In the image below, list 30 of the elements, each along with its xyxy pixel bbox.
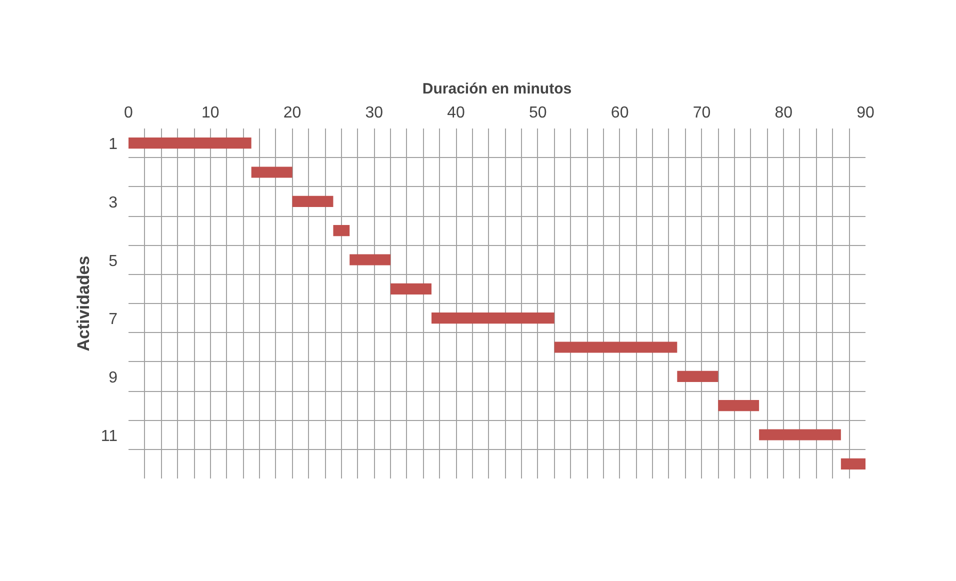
bar — [333, 225, 350, 236]
y-tick-label: 11 — [100, 428, 118, 445]
x-tick-label: 70 — [692, 104, 711, 122]
bar — [840, 458, 866, 470]
x-tick-label: 30 — [365, 104, 384, 122]
x-tick-label: 10 — [201, 104, 220, 122]
bar — [759, 429, 841, 440]
y-tick-label: 3 — [108, 194, 118, 212]
x-tick-label: 20 — [283, 104, 302, 122]
x-tick-label: 0 — [124, 104, 134, 122]
bar — [390, 283, 432, 294]
x-tick-label: 60 — [610, 104, 629, 122]
bar — [350, 254, 391, 266]
x-tick-label: 90 — [856, 104, 874, 122]
y-tick-label: 9 — [108, 369, 118, 386]
x-axis-title: Duración en minutos — [422, 80, 572, 98]
y-axis-title: Actividades — [74, 256, 93, 352]
y-tick-label: 7 — [108, 311, 118, 328]
x-tick-label: 40 — [447, 104, 466, 122]
bar — [718, 400, 760, 412]
bar — [431, 312, 554, 324]
y-tick-label: 1 — [108, 136, 118, 154]
bar — [251, 166, 292, 178]
y-tick-label: 5 — [108, 252, 118, 270]
x-tick-label: 80 — [774, 104, 793, 122]
bar — [677, 370, 718, 382]
bar — [292, 196, 334, 207]
x-tick-label: 50 — [529, 104, 547, 122]
bar — [128, 138, 252, 149]
bar — [554, 342, 678, 353]
